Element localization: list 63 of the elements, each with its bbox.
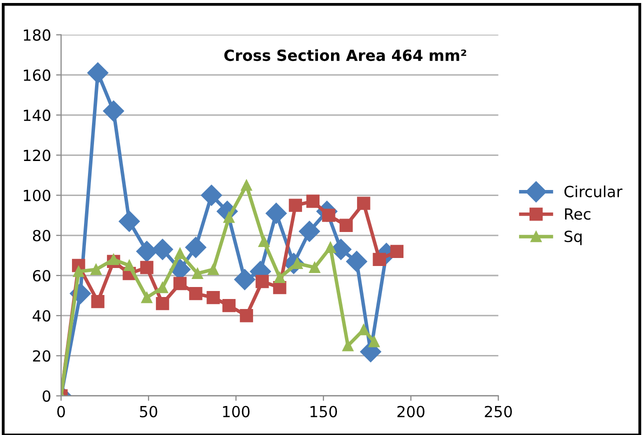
point (156, 282, 168, 294)
point (206, 290, 220, 304)
text: Cross Section Area 464 mm² (224, 49, 466, 62)
point (358, 324, 370, 336)
point (234, 268, 256, 290)
point (208, 264, 219, 276)
x-tick-label: 0 (57, 406, 65, 418)
point (298, 220, 320, 242)
y-tick-label: 60 (32, 270, 50, 282)
y-tick-label: 20 (33, 350, 50, 362)
point (192, 268, 204, 280)
y-tick-label: 0 (42, 390, 50, 402)
point (222, 298, 236, 312)
point (256, 274, 269, 288)
point (141, 292, 152, 304)
point (174, 248, 186, 259)
y-tick-label: 40 (32, 310, 50, 322)
point (340, 218, 353, 232)
point (108, 254, 120, 266)
point (274, 272, 286, 284)
point (103, 100, 124, 122)
point (309, 262, 320, 274)
point (118, 210, 140, 232)
point (91, 294, 104, 308)
point (223, 212, 235, 223)
x-tick-label: 100 (223, 406, 250, 418)
point (73, 266, 84, 278)
legend-label: Sq (564, 230, 582, 246)
point (87, 62, 108, 84)
point (140, 260, 154, 274)
point (357, 196, 370, 210)
point (390, 244, 404, 258)
point (152, 238, 174, 260)
point (306, 194, 320, 208)
point (266, 202, 287, 224)
point (288, 198, 302, 212)
x-tick-label: 250 (484, 406, 512, 418)
point (200, 184, 222, 206)
point (346, 250, 368, 272)
x-tick-label: 150 (310, 406, 337, 418)
point (189, 286, 202, 300)
point (156, 296, 170, 310)
y-tick-label: 180 (24, 29, 50, 41)
point (124, 260, 135, 272)
x-tick-label: 200 (397, 406, 424, 418)
y-tick-label: 80 (32, 230, 50, 242)
x-tick-label: 50 (140, 406, 158, 418)
point (185, 236, 206, 258)
y-tick-label: 100 (24, 190, 50, 202)
point (240, 309, 254, 322)
point (90, 264, 102, 276)
point (368, 336, 380, 348)
point (136, 240, 158, 262)
point (258, 236, 270, 247)
point (342, 340, 354, 352)
point (173, 276, 187, 290)
y-tick-label: 160 (24, 69, 50, 81)
y-tick-label: 140 (24, 110, 50, 122)
point (324, 242, 336, 253)
y-tick-label: 120 (24, 150, 50, 162)
legend-label: Rec (565, 208, 590, 220)
point (240, 180, 252, 191)
legend-label: Circular (564, 186, 622, 198)
